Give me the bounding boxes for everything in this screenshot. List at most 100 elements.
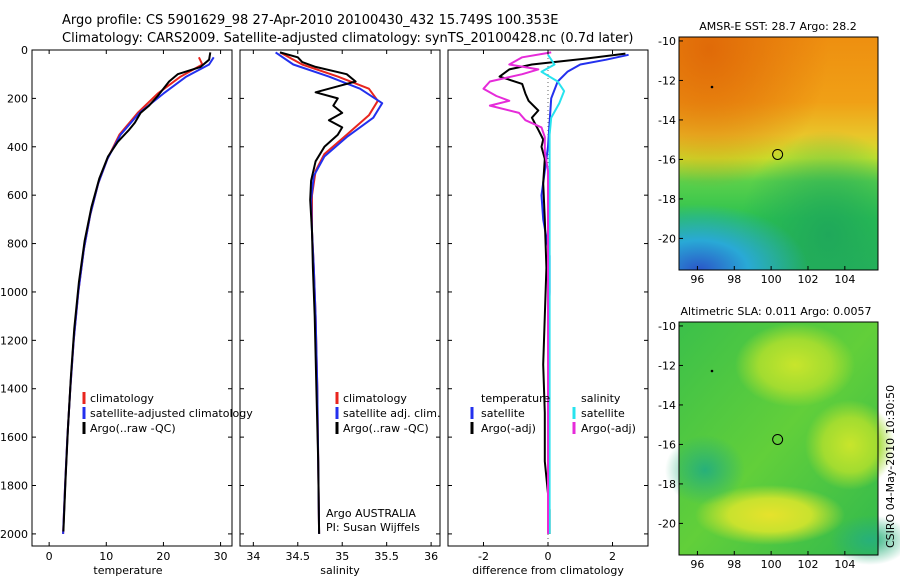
lon-tick-label: 98 [727, 558, 741, 571]
depth-tick-label: 600 [7, 189, 28, 202]
x-tick-label: 2 [609, 550, 616, 563]
x-tick-label: -2 [478, 550, 489, 563]
legend-label-satellite: satellite-adjusted climatology [90, 407, 253, 420]
sla-field-low-southeast [830, 515, 900, 565]
float-track-dot [710, 369, 714, 373]
legend-label-satellite: satellite adj. clim. [343, 407, 440, 420]
x-tick-label: 36 [424, 550, 438, 563]
lat-tick-label: -14 [658, 114, 676, 127]
salinity-tick-labels: 34 34.5 35 35.5 36 [246, 50, 438, 563]
sst-map-panel: AMSR-E SST: 28.7 Argo: 28.2 -10 -12 -14 -16… [658, 20, 879, 286]
argo-program-note: Argo AUSTRALIA [326, 507, 416, 520]
lat-tick-label: -12 [658, 74, 676, 87]
x-tick-label: 0 [46, 550, 53, 563]
temperature-panel: 0 200 400 600 800 1000 1200 1400 1600 1800 2000 0 1… [0, 44, 253, 577]
difference-axis-label: difference from climatology [472, 564, 624, 577]
depth-tick-label: 400 [7, 141, 28, 154]
series-climatology [62, 56, 204, 534]
sst-field [679, 37, 878, 270]
legend-label-temp-argo: Argo(-adj) [481, 422, 536, 435]
temperature-series-group [32, 49, 232, 535]
figure-title-line1: Argo profile: CS 5901629_98 27-Apr-2010 … [62, 13, 558, 28]
temperature-axes-frame [31, 49, 233, 547]
legend-label-argo: Argo(..raw -QC) [343, 422, 429, 435]
principal-investigator-note: PI: Susan Wijffels [326, 521, 420, 534]
x-tick-label: 30 [214, 550, 228, 563]
depth-tick-label: 1800 [0, 480, 28, 493]
x-tick-label: 10 [99, 550, 113, 563]
sla-longitude-ticks: 96 98 100 102 104 [690, 551, 855, 571]
sst-map-title: AMSR-E SST: 28.7 Argo: 28.2 [699, 20, 857, 33]
lon-tick-label: 102 [797, 273, 818, 286]
x-tick-label: 0 [545, 550, 552, 563]
lat-tick-label: -16 [658, 153, 676, 166]
salinity-legend: climatology satellite adj. clim. Argo(..… [335, 392, 440, 435]
x-tick-label: 20 [156, 550, 170, 563]
sla-map-panel: Altimetric SLA: 0.011 Argo: 0.0057 -10 -1… [658, 305, 900, 571]
lat-tick-label: -10 [658, 320, 676, 333]
series-salinity-satellite [540, 54, 566, 534]
series-temperature-satellite [540, 53, 629, 534]
difference-panel: -2 0 2 difference from climatology tempera… [447, 49, 649, 577]
legend-label-sal-satellite: satellite [581, 407, 625, 420]
legend-label-temp-satellite: satellite [481, 407, 525, 420]
lon-tick-label: 102 [797, 558, 818, 571]
series-satellite-adj-clim [275, 51, 384, 534]
temperature-axis-label: temperature [93, 564, 162, 577]
lat-tick-label: -14 [658, 399, 676, 412]
lon-tick-label: 96 [690, 558, 704, 571]
depth-tick-label: 1000 [0, 286, 28, 299]
lat-tick-label: -10 [658, 35, 676, 48]
sla-map-title: Altimetric SLA: 0.011 Argo: 0.0057 [680, 305, 871, 318]
legend-label-sal-argo: Argo(-adj) [581, 422, 636, 435]
depth-tick-label: 1200 [0, 334, 28, 347]
lon-tick-label: 98 [727, 273, 741, 286]
sst-map-frame [678, 36, 879, 271]
sla-field-low-west [665, 435, 745, 505]
salinity-axes-frame [239, 49, 441, 547]
x-tick-label: 34 [246, 550, 260, 563]
depth-tick-label: 1400 [0, 383, 28, 396]
depth-tick-label: 1600 [0, 431, 28, 444]
legend-heading-temperature: temperature [481, 392, 550, 405]
series-argo-raw-qc [279, 51, 357, 534]
x-tick-label: 35 [335, 550, 349, 563]
figure-title-line2: Climatology: CARS2009. Satellite-adjuste… [62, 31, 634, 46]
depth-tick-label: 800 [7, 238, 28, 251]
x-tick-label: 34.5 [286, 550, 311, 563]
sla-latitude-ticks: -10 -12 -14 -16 -18 -20 [658, 320, 683, 530]
sla-field-high-east [805, 400, 895, 490]
lat-tick-label: -12 [658, 359, 676, 372]
series-argo-raw-qc [62, 52, 212, 532]
argo-position-marker [772, 148, 784, 160]
legend-label-climatology: climatology [343, 392, 407, 405]
x-tick-label: 35.5 [374, 550, 399, 563]
legend-label-argo: Argo(..raw -QC) [90, 422, 176, 435]
series-salinity-argo-adj [482, 51, 552, 534]
salinity-series-group [240, 49, 440, 535]
lon-tick-label: 100 [761, 273, 782, 286]
lat-tick-label: -18 [658, 478, 676, 491]
sla-field-high-north [735, 323, 855, 407]
difference-tick-labels: -2 0 2 [478, 50, 616, 563]
difference-series-group [448, 49, 648, 546]
lon-tick-label: 100 [761, 558, 782, 571]
sst-field-cool-patch [679, 150, 878, 270]
salinity-panel: 34 34.5 35 35.5 36 salinity climatology sate… [239, 49, 441, 577]
argo-position-marker [772, 433, 784, 445]
difference-legend: temperature satellite Argo(-adj) salinit… [470, 392, 636, 435]
legend-heading-salinity: salinity [581, 392, 621, 405]
sst-longitude-ticks: 96 98 100 102 104 [690, 266, 855, 286]
sst-latitude-ticks: -10 -12 -14 -16 -18 -20 [658, 35, 683, 245]
series-temperature-argo-adj [498, 52, 626, 534]
salinity-axis-label: salinity [320, 564, 360, 577]
lat-tick-label: -20 [658, 232, 676, 245]
lat-tick-label: -20 [658, 517, 676, 530]
lon-tick-label: 104 [834, 558, 855, 571]
temperature-tick-labels: 0 10 20 30 [46, 50, 228, 563]
float-track-dot [710, 85, 714, 89]
depth-tick-labels: 0 200 400 600 800 1000 1200 1400 1600 1800 2000 [0, 44, 28, 541]
series-satellite-adjusted-climatology [62, 56, 215, 534]
temperature-legend: climatology satellite-adjusted climatolo… [82, 392, 253, 435]
